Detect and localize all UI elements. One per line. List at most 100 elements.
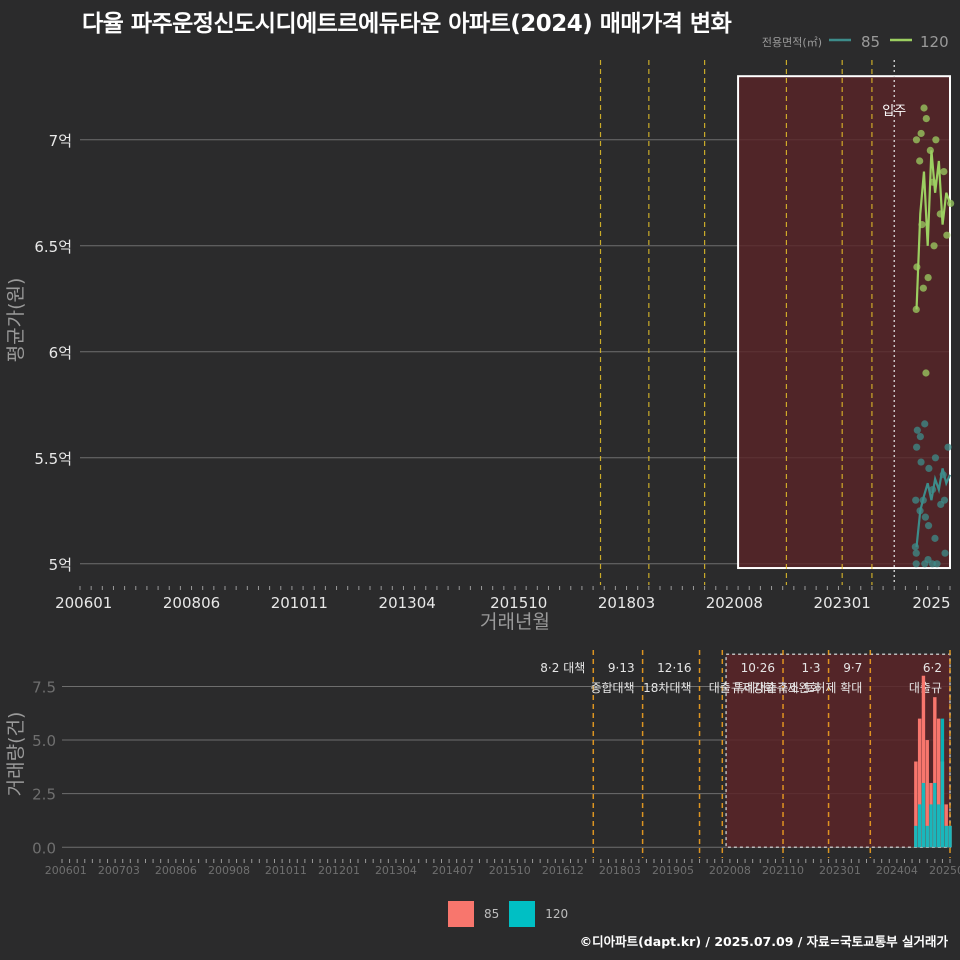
policy-date-label: 9·13 (608, 661, 635, 675)
bar-120 (922, 783, 925, 847)
data-point-85 (944, 444, 951, 451)
y-tick-label: 0.0 (32, 839, 56, 857)
x-tick-label: 201905 (652, 864, 694, 877)
x-tick-label: 200601 (45, 864, 87, 877)
legend-label-120: 120 (545, 907, 568, 921)
data-point-85 (913, 550, 920, 557)
x-tick-label: 200806 (163, 594, 220, 612)
x-tick-label: 201304 (379, 594, 436, 612)
bar-120 (941, 719, 944, 848)
highlight-box (738, 76, 950, 568)
x-axis-label: 거래년월 (480, 611, 550, 633)
x-tick-label: 201510 (489, 864, 531, 877)
legend-label-85: 85 (861, 33, 880, 51)
move-in-label: 입주 (882, 104, 906, 119)
policy-name-label: 대출규 (909, 681, 942, 695)
x-tick-label: 200601 (55, 594, 112, 612)
data-point-85 (931, 535, 938, 542)
x-tick-label: 201407 (432, 864, 474, 877)
policy-date-label: 1·3 (801, 661, 820, 675)
y-tick-label: 7억 (49, 132, 72, 150)
x-tick-label: 200703 (98, 864, 140, 877)
data-point-85 (941, 550, 948, 557)
data-point-85 (941, 497, 948, 504)
data-point-120 (922, 369, 929, 376)
policy-date-label: 6·2 (923, 661, 942, 675)
legend-label-120: 120 (920, 33, 949, 51)
bar-120 (926, 826, 929, 847)
y-tick-label: 5.5억 (34, 450, 72, 468)
bar-120 (914, 826, 917, 847)
x-tick-label: 201612 (542, 864, 584, 877)
data-point-120 (940, 168, 947, 175)
data-point-85 (933, 560, 940, 567)
bar-120 (929, 804, 932, 847)
x-tick-label: 202404 (876, 864, 918, 877)
policy-date-label: 8·2 대책 (540, 660, 585, 675)
bar-120 (948, 826, 951, 847)
data-point-120 (913, 263, 920, 270)
x-tick-label: 201011 (265, 864, 307, 877)
policy-date-label: 9·7 (843, 661, 862, 675)
data-point-85 (913, 560, 920, 567)
data-point-120 (918, 130, 925, 137)
bar-120 (933, 783, 936, 847)
data-point-120 (943, 232, 950, 239)
bottom-legend: 85 120 (448, 901, 570, 927)
bar-120 (937, 804, 940, 847)
y-tick-label: 7.5 (32, 678, 56, 696)
y-axis-label: 거래량(건) (5, 712, 27, 797)
y-tick-label: 6억 (49, 344, 72, 362)
data-point-120 (920, 285, 927, 292)
legend-label-85: 85 (484, 907, 499, 921)
data-point-85 (922, 514, 929, 521)
policy-date-label: 10·26 (741, 661, 775, 675)
x-tick-label: 202506 (929, 864, 960, 877)
data-point-85 (913, 444, 920, 451)
x-tick-label: 2025 (912, 594, 950, 612)
bar-120 (918, 804, 921, 847)
data-point-85 (921, 420, 928, 427)
y-tick-label: 2.5 (32, 786, 56, 804)
data-point-85 (925, 465, 932, 472)
data-point-85 (925, 522, 932, 529)
x-tick-label: 201011 (271, 594, 328, 612)
policy-name-label: 특례대출축소 토허제 확대 (733, 681, 862, 695)
x-tick-label: 202301 (819, 864, 861, 877)
y-tick-label: 5억 (49, 556, 72, 574)
x-tick-label: 202008 (706, 594, 763, 612)
data-point-120 (923, 115, 930, 122)
data-point-120 (920, 104, 927, 111)
x-tick-label: 201803 (598, 594, 655, 612)
x-tick-label: 202301 (814, 594, 871, 612)
x-tick-label: 201803 (599, 864, 641, 877)
legend-title: 전용면적(㎡) (762, 36, 822, 49)
data-point-85 (917, 458, 924, 465)
data-point-85 (912, 497, 919, 504)
data-point-85 (914, 427, 921, 434)
footer-credit: ©디아파트(dapt.kr) / 2025.07.09 / 자료=국토교통부 실… (580, 931, 948, 950)
data-point-120 (916, 157, 923, 164)
x-tick-label: 201510 (490, 594, 547, 612)
x-tick-label: 200908 (208, 864, 250, 877)
policy-date-label: 12·16 (657, 661, 691, 675)
data-point-120 (925, 274, 932, 281)
data-point-120 (913, 136, 920, 143)
x-tick-label: 202110 (762, 864, 804, 877)
x-tick-label: 202008 (709, 864, 751, 877)
bar-120 (944, 826, 947, 847)
policy-name-label: 종합대책 (590, 680, 634, 695)
x-tick-label: 201201 (318, 864, 360, 877)
data-point-85 (932, 454, 939, 461)
x-tick-label: 200806 (155, 864, 197, 877)
legend-item-120: 120 (509, 901, 568, 927)
data-point-120 (932, 136, 939, 143)
x-tick-label: 201304 (375, 864, 417, 877)
y-tick-label: 5.0 (32, 732, 56, 750)
policy-name-label: 18차대책 (643, 680, 691, 695)
data-point-120 (930, 242, 937, 249)
y-tick-label: 6.5억 (34, 238, 72, 256)
legend-swatch-120 (509, 901, 535, 927)
data-point-85 (917, 433, 924, 440)
chart-canvas: 5억 5.5억 6억 6.5억 7억 입주 200601 200806 201011 201304… (0, 0, 960, 960)
